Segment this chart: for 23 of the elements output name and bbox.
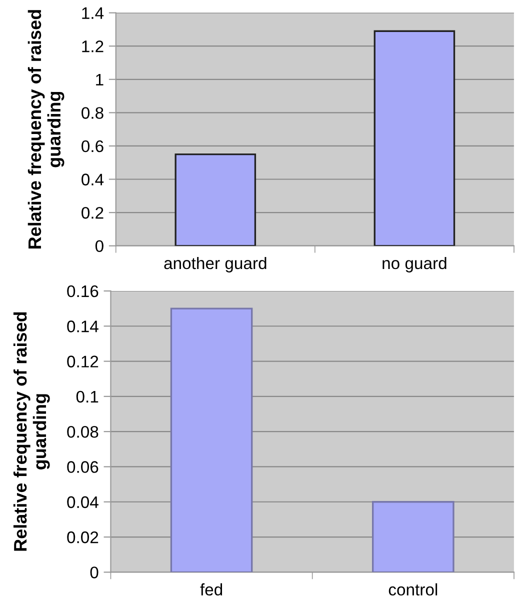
y-tick-label: 0 xyxy=(95,240,104,252)
y-tick-label: 1 xyxy=(96,74,104,86)
y-tick-label: 0.08 xyxy=(67,426,98,438)
y-tick-label: 0 xyxy=(90,566,98,578)
y-tick-label: 0.4 xyxy=(82,174,104,186)
y-tick-label: 0.12 xyxy=(67,356,98,368)
y-tick-label: 0.1 xyxy=(76,390,98,403)
y-tick-label: 0.16 xyxy=(67,285,98,298)
x-tick-label: control xyxy=(388,583,438,596)
x-tick-label: no guard xyxy=(382,256,446,272)
y-axis-title: Relative frequency of raised guarding xyxy=(13,312,50,551)
y-tick-label: 0.06 xyxy=(67,461,98,473)
y-tick-label: 0.14 xyxy=(67,320,98,332)
y-tick-label: 0.6 xyxy=(82,140,104,152)
y-tick-label: 1.4 xyxy=(82,7,104,19)
y-tick-label: 0.04 xyxy=(67,496,98,508)
y-tick-label: 0.02 xyxy=(67,531,98,544)
x-tick-label: another guard xyxy=(164,256,266,272)
y-tick-label: 0.8 xyxy=(82,107,104,119)
x-tick-label: fed xyxy=(200,583,222,596)
y-axis-title: Relative frequency of raised guarding xyxy=(28,10,64,249)
y-tick-label: 1.2 xyxy=(82,40,104,52)
y-tick-label: 0.2 xyxy=(82,206,104,219)
